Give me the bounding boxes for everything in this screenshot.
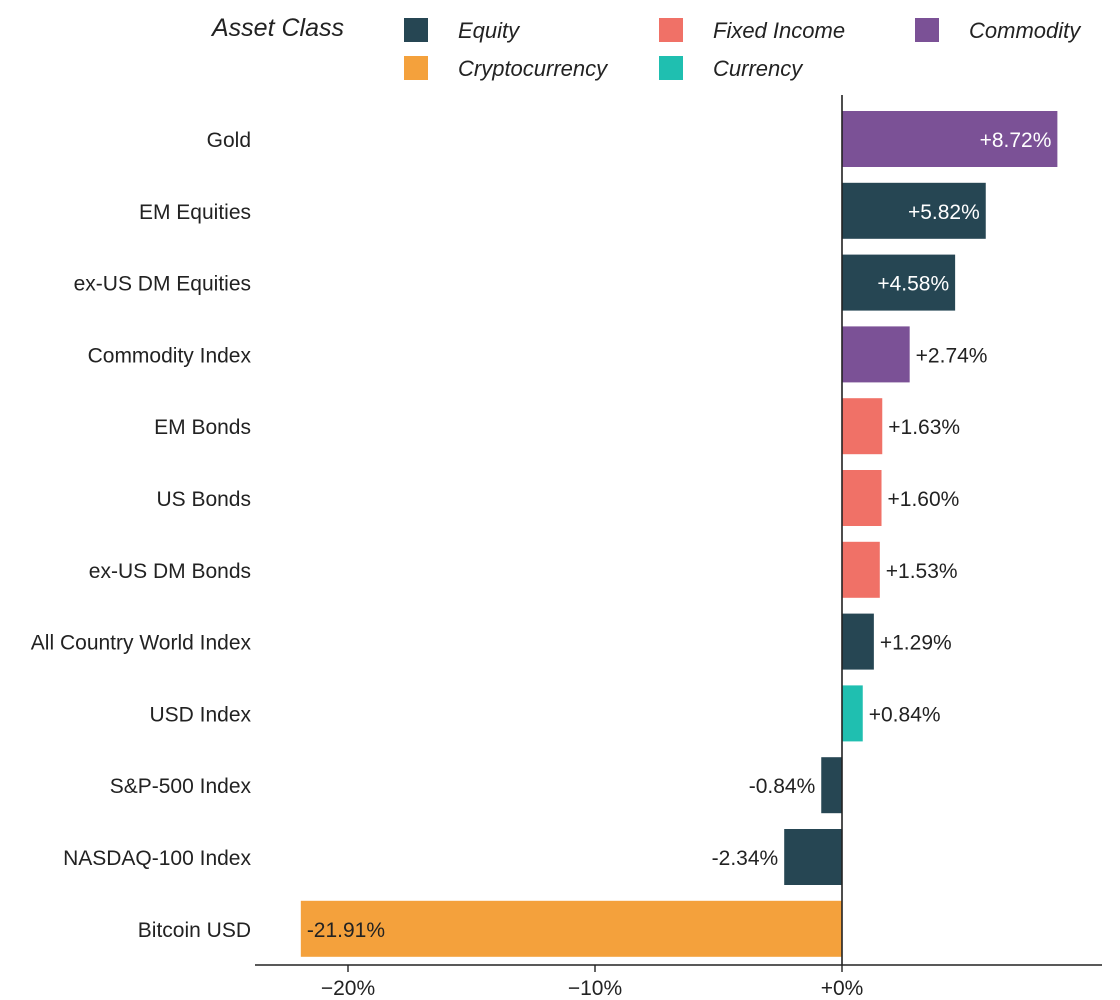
x-tick-label: −20% bbox=[321, 977, 375, 1000]
value-label-ex-us-dm-bonds: +1.53% bbox=[886, 560, 958, 583]
bar-bitcoin-usd bbox=[300, 900, 842, 957]
category-label-ex-us-dm-bonds: ex-US DM Bonds bbox=[89, 560, 251, 583]
category-label-commodity-index: Commodity Index bbox=[88, 344, 252, 367]
value-label-commodity-index: +2.74% bbox=[916, 344, 988, 367]
bar-em-bonds bbox=[842, 398, 883, 455]
category-label-all-country-world-index: All Country World Index bbox=[31, 632, 252, 655]
category-label-s-p-500-index: S&P-500 Index bbox=[110, 775, 252, 798]
value-label-s-p-500-index: -0.84% bbox=[749, 775, 816, 798]
legend-swatch-fixed-income bbox=[659, 18, 683, 42]
legend-label-cryptocurrency: Cryptocurrency bbox=[458, 56, 609, 81]
legend-swatch-commodity bbox=[915, 18, 939, 42]
legend: Asset Class Equity Fixed Income Commodity C… bbox=[210, 14, 1082, 81]
legend-swatch-equity bbox=[404, 18, 428, 42]
legend-label-fixed-income: Fixed Income bbox=[713, 18, 845, 43]
category-label-ex-us-dm-equities: ex-US DM Equities bbox=[74, 273, 251, 296]
bar-all-country-world-index bbox=[842, 613, 874, 670]
bar-commodity-index bbox=[842, 326, 910, 383]
legend-label-equity: Equity bbox=[458, 18, 521, 43]
bars: Gold +8.72% EM Equities +5.82% ex-US DM Equi… bbox=[31, 111, 1058, 957]
bar-em-equities bbox=[842, 182, 986, 239]
legend-title: Asset Class bbox=[210, 14, 344, 42]
value-label-em-bonds: +1.63% bbox=[888, 416, 960, 439]
x-tick-label: +0% bbox=[821, 977, 864, 1000]
value-label-all-country-world-index: +1.29% bbox=[880, 632, 952, 655]
legend-swatch-cryptocurrency bbox=[404, 56, 428, 80]
value-label-ex-us-dm-equities: +4.58% bbox=[877, 273, 949, 296]
category-label-gold: Gold bbox=[207, 129, 251, 152]
legend-label-currency: Currency bbox=[713, 56, 804, 81]
category-label-em-equities: EM Equities bbox=[139, 201, 251, 224]
bar-ex-us-dm-equities bbox=[842, 254, 956, 311]
value-label-em-equities: +5.82% bbox=[908, 201, 980, 224]
category-label-usd-index: USD Index bbox=[149, 703, 251, 726]
category-label-us-bonds: US Bonds bbox=[156, 488, 251, 511]
value-label-gold: +8.72% bbox=[980, 129, 1052, 152]
bar-usd-index bbox=[842, 685, 863, 742]
bar-us-bonds bbox=[842, 470, 882, 526]
category-label-bitcoin-usd: Bitcoin USD bbox=[138, 919, 251, 942]
legend-swatch-currency bbox=[659, 56, 683, 80]
x-tick-label: −10% bbox=[568, 977, 622, 1000]
bar-gold bbox=[842, 111, 1058, 167]
value-label-bitcoin-usd: -21.91% bbox=[307, 919, 385, 942]
bar-s-p-500-index bbox=[821, 757, 842, 814]
value-label-nasdaq-100-index: -2.34% bbox=[712, 847, 779, 870]
bar-nasdaq-100-index bbox=[784, 829, 842, 885]
x-axis: −20% −10% +0% bbox=[255, 95, 1102, 1000]
bar-ex-us-dm-bonds bbox=[842, 541, 880, 598]
legend-label-commodity: Commodity bbox=[969, 18, 1082, 43]
value-label-us-bonds: +1.60% bbox=[888, 488, 960, 511]
value-label-usd-index: +0.84% bbox=[869, 703, 941, 726]
category-label-nasdaq-100-index: NASDAQ-100 Index bbox=[63, 847, 251, 870]
category-label-em-bonds: EM Bonds bbox=[154, 416, 251, 439]
